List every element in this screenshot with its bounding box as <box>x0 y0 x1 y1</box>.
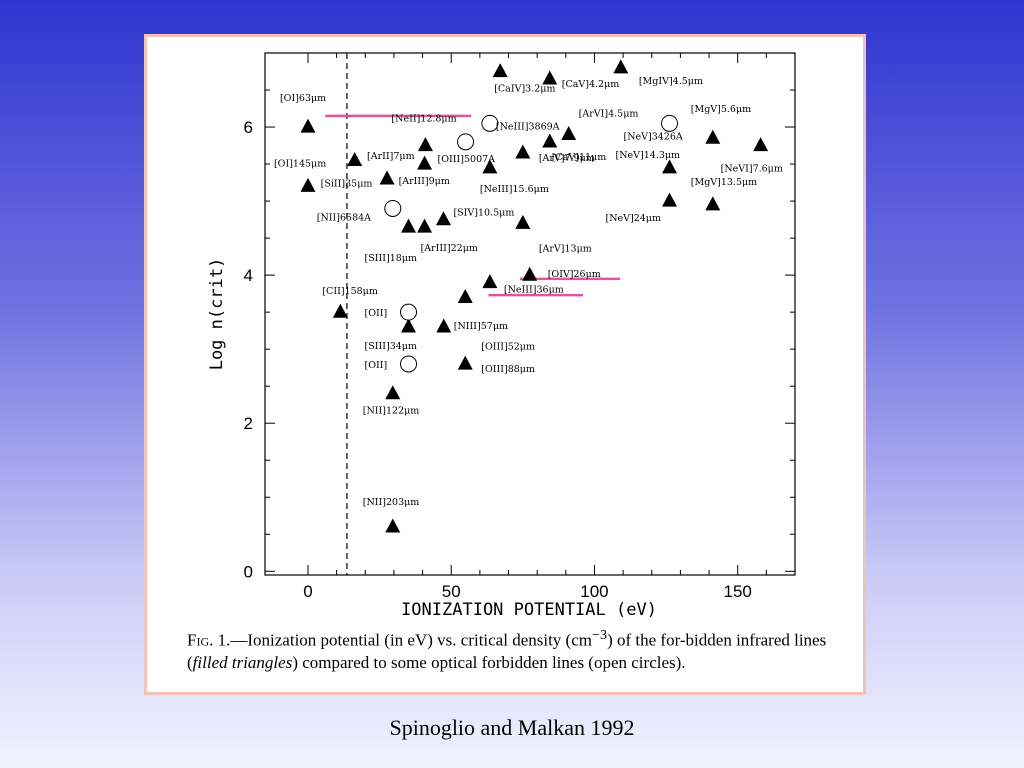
filled-triangle-marker <box>436 318 452 333</box>
point-label: [ArIII]22μm <box>421 243 478 254</box>
point-label: [MgV]5.6μm <box>691 104 751 115</box>
caption-text-3: ) compared to some optical forbidden lin… <box>292 652 686 672</box>
caption-italic: filled triangles <box>192 652 293 672</box>
point-label: [NeVI]7.6μm <box>721 164 783 175</box>
point-label: [MgIV]4.5μm <box>639 76 703 87</box>
filled-triangle-marker <box>417 218 433 233</box>
filled-triangle-marker <box>300 177 316 192</box>
point-label: [NeIII]15.6μm <box>480 184 549 195</box>
filled-triangle-marker <box>662 192 678 207</box>
point-label: [NeIII]3869A <box>496 121 560 132</box>
x-tick-label: 50 <box>442 582 461 601</box>
point-label: [NeV]24μm <box>606 213 661 224</box>
filled-triangle-marker <box>417 137 433 152</box>
point-label: [OI]145μm <box>274 158 326 169</box>
filled-triangle-marker <box>705 196 721 211</box>
filled-triangle-marker <box>515 214 531 229</box>
figure-caption: Fig. 1.—Ionization potential (in eV) vs.… <box>187 624 837 674</box>
point-label: [OI]63μm <box>280 93 326 104</box>
point-label: [NeIII]36μm <box>504 285 564 296</box>
point-label: [ArV]13μm <box>539 243 592 254</box>
point-label: [MgV]13.5μm <box>691 177 757 188</box>
y-axis-title: Log n(crit) <box>207 258 227 371</box>
point-label: [OII] <box>365 360 388 371</box>
filled-triangle-marker <box>522 266 538 281</box>
x-axis-title: IONIZATION POTENTIAL (eV) <box>401 600 657 617</box>
filled-triangle-marker <box>542 133 558 148</box>
filled-triangle-marker <box>482 274 498 289</box>
x-tick-label: 100 <box>580 582 608 601</box>
y-tick-label: 4 <box>244 266 253 285</box>
point-label: [NII]6584A <box>317 212 371 223</box>
point-label: [SIII]34μm <box>365 341 417 352</box>
y-tick-label: 6 <box>244 118 253 137</box>
caption-text-1: 1.—Ionization potential (in eV) vs. crit… <box>213 630 592 650</box>
scatter-chart: 0 50 100 150 0 2 4 6 [OI]63μm [OI]145μm [CII]158μ… <box>207 52 796 617</box>
y-tick-label: 2 <box>244 414 253 433</box>
filled-triangle-marker <box>347 151 363 166</box>
point-label: [CII]158μm <box>322 286 378 297</box>
open-circle-marker <box>481 114 499 132</box>
point-label: [NIII]57μm <box>454 321 508 332</box>
figure-frame: 0 50 100 150 0 2 4 6 [OI]63μm [OI]145μm [CII]158μ… <box>144 34 866 695</box>
open-circle-marker <box>400 303 418 321</box>
point-label: [SIII]18μm <box>365 253 417 264</box>
filled-triangle-marker <box>435 211 451 226</box>
y-tick-label: 0 <box>244 562 253 581</box>
point-label: [NII]122μm <box>363 406 420 417</box>
x-tick-label: 150 <box>724 582 752 601</box>
open-circle-marker <box>400 355 418 373</box>
x-tick-label: 0 <box>303 582 312 601</box>
caption-text-2: ) of the for-bidden infrared lines ( <box>187 630 827 672</box>
point-label: [ArV]7.9μm <box>539 153 595 164</box>
filled-triangle-marker <box>457 355 473 370</box>
point-label: [OIII]88μm <box>481 364 535 375</box>
point-label: [OIII]52μm <box>481 341 535 352</box>
filled-triangle-marker <box>385 518 401 533</box>
filled-triangle-marker <box>379 170 395 185</box>
filled-triangle-marker <box>662 159 678 174</box>
filled-triangle-marker <box>401 218 417 233</box>
filled-triangle-marker <box>492 63 508 78</box>
open-circle-marker <box>661 114 679 132</box>
filled-triangle-marker <box>542 70 558 85</box>
filled-triangle-marker <box>457 288 473 303</box>
point-label: [NeV]14.3μm <box>616 150 681 161</box>
filled-triangle-marker <box>753 137 769 152</box>
caption-superscript: −3 <box>592 627 608 643</box>
point-label: [ArII]7μm <box>367 151 415 162</box>
plot-area-border <box>264 52 796 576</box>
filled-triangle-marker <box>385 385 401 400</box>
point-label: [NeII]12.8μm <box>391 114 456 125</box>
citation-credit: Spinoglio and Malkan 1992 <box>389 715 635 740</box>
point-label: [CaV]4.2μm <box>562 79 620 90</box>
point-label: [SiII]35μm <box>321 178 373 189</box>
filled-triangle-marker <box>482 159 498 174</box>
point-label: [NeV]3426A <box>624 131 683 142</box>
point-label: [ArIII]9μm <box>399 176 450 187</box>
filled-triangle-marker <box>417 155 433 170</box>
point-label: [CaV]11μm <box>552 152 606 163</box>
point-label: [ArVI]4.5μm <box>579 108 639 119</box>
filled-triangle-marker <box>401 318 417 333</box>
point-label: [OIII]5007A <box>438 154 496 165</box>
filled-triangle-marker <box>561 126 577 141</box>
point-label: [CaIV]3.2μm <box>494 84 555 95</box>
filled-triangle-marker <box>613 59 629 74</box>
point-label: [NII]203μm <box>363 497 420 508</box>
filled-triangle-marker <box>300 118 316 133</box>
caption-fig-label: Fig. <box>187 630 214 650</box>
open-circle-marker <box>457 133 475 151</box>
point-label: [OII] <box>365 308 388 319</box>
open-circle-marker <box>384 199 402 217</box>
point-label: [OIV]26μm <box>548 269 601 280</box>
filled-triangle-marker <box>515 144 531 159</box>
filled-triangle-marker <box>705 129 721 144</box>
point-label: [SIV]10.5μm <box>453 208 514 219</box>
filled-triangle-marker <box>332 303 348 318</box>
